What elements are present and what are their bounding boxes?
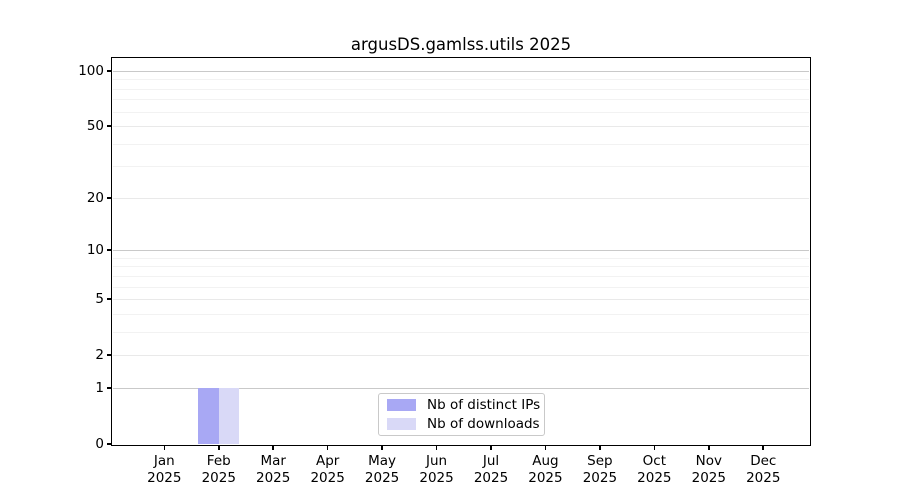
gridline-minor [113,79,809,81]
x-axis-tick-label: Apr 2025 [293,453,363,486]
gridline [113,126,809,128]
y-axis-tick [106,387,112,389]
year-label: 2025 [582,469,618,486]
year-label: 2025 [201,469,236,486]
x-axis-tick-label: Aug 2025 [510,453,580,486]
month-label: Aug [532,453,559,469]
year-label: 2025 [419,469,454,486]
x-axis-tick [708,445,710,451]
gridline-minor [113,99,809,101]
gridline-major [113,250,809,252]
chart-title: argusDS.gamlss.utils 2025 [350,35,572,54]
y-axis-tick [106,70,112,72]
gridline [113,355,809,357]
y-axis-tick [106,298,112,300]
x-axis-tick [163,445,166,451]
year-label: 2025 [746,469,781,486]
gridline-minor [113,143,809,145]
year-label: 2025 [691,469,726,486]
y-axis-tick [106,354,112,356]
legend-label: Nb of downloads [427,416,540,432]
x-axis-tick-label: Mar 2025 [238,453,308,486]
legend-item: Nb of distinct IPs [387,397,540,413]
plot-area: 0 1 2 5 10 20 50 100 Jan 2025 Feb 2025 Mar 2025 Apr 202… [78,57,811,486]
gridline-minor [113,286,809,288]
month-label: May [368,453,397,469]
gridline [113,197,809,199]
y-axis-tick [106,125,112,127]
x-axis-tick-label: Feb 2025 [184,453,254,486]
x-axis-tick [272,445,274,451]
month-label: Oct [642,453,667,469]
legend-label: Nb of distinct IPs [427,397,541,413]
y-axis-tick-label: 5 [95,291,104,308]
gridline-major [113,387,809,389]
month-label: Nov [695,453,722,469]
year-label: 2025 [637,469,672,486]
x-axis-tick-label: Nov 2025 [674,453,744,486]
gridline-minor [113,331,809,333]
gridline-minor [113,313,809,315]
y-axis-tick-label: 2 [95,347,104,364]
gridline-minor [113,275,809,277]
x-axis-tick [326,445,329,451]
y-axis-tick-label: 10 [86,242,104,259]
x-axis-tick [653,445,656,451]
bar-nb-of-distinct-ips [198,387,219,444]
month-label: Apr [315,453,340,469]
month-label: Dec [750,453,777,469]
x-axis-tick-label: Jan 2025 [129,453,199,486]
x-axis-tick [599,445,601,451]
month-label: Jan [153,453,175,469]
x-axis-tick [381,445,383,451]
x-axis-tick-label: Jun 2025 [402,453,472,486]
bar-nb-of-downloads [218,387,240,444]
year-label: 2025 [528,469,563,486]
year-label: 2025 [256,469,291,486]
year-label: 2025 [473,469,509,486]
legend-item: Nb of downloads [387,416,540,432]
y-axis-tick-label: 50 [86,118,104,135]
x-axis-tick-label: Jul 2025 [456,453,526,486]
y-axis-tick-label: 1 [95,379,104,396]
x-axis-tick [435,445,438,451]
month-label: Jul [482,453,500,469]
month-label: Mar [260,453,286,469]
legend-swatch [387,399,416,411]
y-axis-tick [106,197,112,199]
x-axis-tick [544,445,547,451]
x-axis-tick-label: Dec 2025 [728,453,798,486]
x-axis-tick [762,445,765,451]
y-axis-tick-label: 0 [95,436,104,452]
y-axis-tick-label: 20 [86,189,104,206]
year-label: 2025 [364,469,400,486]
x-axis-tick [490,445,492,451]
year-label: 2025 [147,469,182,486]
x-axis-tick-label: May 2025 [347,453,417,486]
legend: Nb of distinct IPs Nb of downloads [378,393,545,436]
gridline-major [113,70,809,72]
month-label: Sep [587,453,613,469]
gridline-minor [113,88,809,90]
y-axis-tick-label: 100 [78,62,104,79]
x-axis-tick-label: Oct 2025 [619,453,689,486]
year-label: 2025 [310,469,345,486]
x-axis-tick [217,445,220,451]
gridline [113,299,809,301]
month-label: Jun [426,453,448,469]
gridline-minor [113,166,809,168]
gridline-minor [113,266,809,268]
y-axis-tick [106,249,112,251]
x-axis-tick-label: Sep 2025 [565,453,635,486]
month-label: Feb [206,453,231,469]
legend-swatch [387,418,416,430]
y-axis-tick [106,443,112,445]
gridline-minor [113,257,809,259]
gridline-minor [113,111,809,113]
